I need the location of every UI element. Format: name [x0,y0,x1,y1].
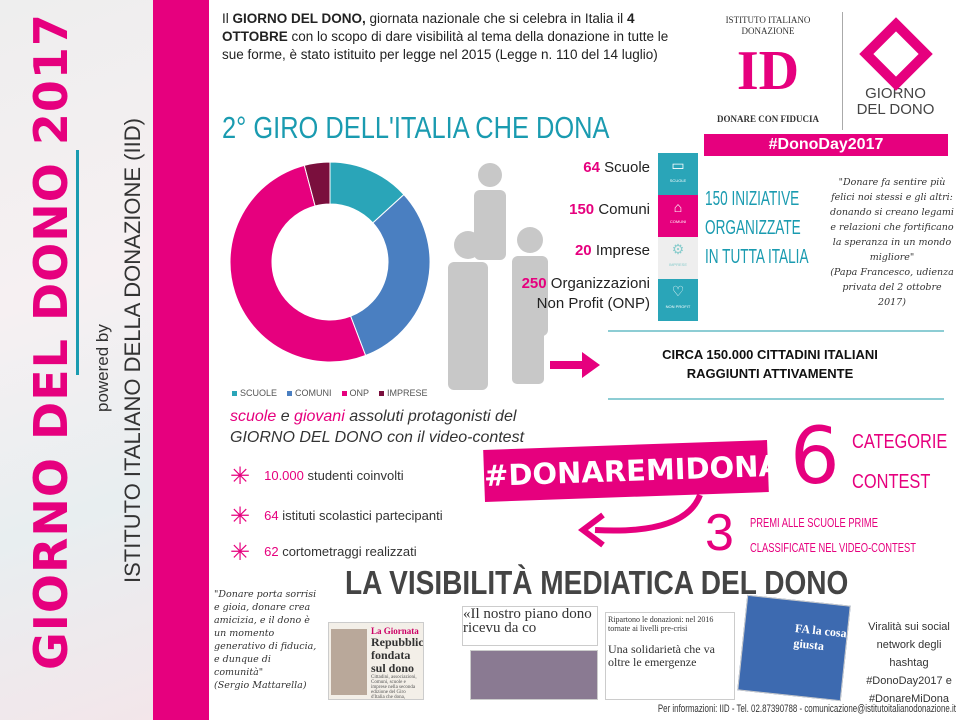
tile-imprese: ⚙ IMPRESE [658,237,698,279]
arrow-right-icon [550,352,600,378]
prizes-number: 3 [705,504,734,562]
tv-photo-fa-la-cosa-giusta: FA la cosa giusta [737,594,851,702]
press-clip-quote: «Il nostro piano dono ricevu da co [462,606,598,646]
categories-number: 6 [790,412,840,502]
tile-comuni: ⌂ COMUNI [658,195,698,237]
heart-icon: ♡ [671,283,685,299]
divider [608,398,944,400]
legend-item-scuole: SCUOLE [232,388,277,398]
logo-block: ISTITUTO ITALIANO DONAZIONE ID DONARE CO… [704,12,948,156]
tile-scuole: ▭ SCUOLE [658,153,698,195]
photo [331,629,367,695]
gears-icon: ⚙ [671,241,685,257]
reach-text: CIRCA 150.000 CITTADINI ITALIANI RAGGIUNT… [662,347,878,381]
donut-slice-onp [230,164,367,363]
bullet-students: ✳ 10.000 studenti coinvolti [230,463,404,490]
categories-label: CATEGORIE CONTEST [852,431,948,493]
prizes-label: PREMI ALLE SCUOLE PRIME CLASSIFICATE NEL … [750,515,916,555]
chart-legend: SCUOLE COMUNI ONP IMPRESE [232,388,428,398]
hashtag-banner: #DonoDay2017 [704,134,948,156]
diamond-icon [858,17,933,91]
bullet-shorts: ✳ 62 cortometraggi realizzati [230,539,417,566]
footer-contact: Per informazioni: IID - Tel. 02.87390788… [657,703,956,715]
press-clip-repubblica: La Giornata Repubblica fondata sul dono … [328,622,424,700]
tile-non-profit: ♡ NON PROFIT [658,279,698,321]
book-icon: ▭ [671,157,685,173]
section-heading: 2° GIRO DELL'ITALIA CHE DONA [222,110,610,145]
people-icon [448,163,548,390]
institute-name: ISTITUTO ITALIANO DELLA DONAZIONE (IID) [120,118,145,583]
legend-item-onp: ONP [341,388,369,398]
intro-text: Il GIORNO DEL DONO, giornata nazionale c… [222,11,669,62]
tv-photo [470,650,598,700]
curved-arrow-icon [578,493,703,548]
divider [76,150,79,375]
legend-item-imprese: IMPRESE [379,388,428,398]
divider [608,330,944,332]
schools-text: scuole e giovani assoluti protagonisti d… [230,408,525,446]
donut-slice-imprese [303,161,331,207]
iid-logo: ISTITUTO ITALIANO DONAZIONE ID DONARE CO… [716,15,819,124]
initiatives-text: 150 INIZIATIVE ORGANIZZATE IN TUTTA ITALIA [705,188,809,268]
stat-imprese: 20 Imprese [574,242,650,259]
bullet-institutes: ✳ 64 istituti scolastici partecipanti [230,503,443,530]
sidebar-title: GIORNO DEL DONO 2017 [24,13,78,670]
press-clip-solidarieta: Ripartono le donazioni: nel 2016 tornate… [605,612,735,700]
building-icon: ⌂ [673,199,683,215]
media-heading: LA VISIBILITÀ MEDIATICA DEL DONO [345,564,849,601]
asterisk-icon: ✳ [230,503,251,530]
viral-text: Viralità sui social network degli hashta… [866,621,952,705]
powered-by: powered by [93,324,112,412]
pope-quote: "Donare fa sentire più felici noi stessi… [830,177,954,308]
asterisk-icon: ✳ [230,539,251,566]
legend-item-comuni: COMUNI [287,388,332,398]
stat-onp: 250 Organizzazioni Non Profit (ONP) [521,275,650,312]
donut-chart [230,161,430,363]
asterisk-icon: ✳ [230,463,251,490]
stat-scuole: 64 Scuole [583,159,650,176]
stat-comuni: 150 Comuni [569,201,650,218]
giorno-del-dono-logo: GIORNO DEL DONO [842,12,948,130]
mattarella-quote: "Donare porta sorrisi e gioia, donare cr… [214,589,317,691]
pink-band [153,0,209,720]
donut-slice-comuni [349,193,430,357]
